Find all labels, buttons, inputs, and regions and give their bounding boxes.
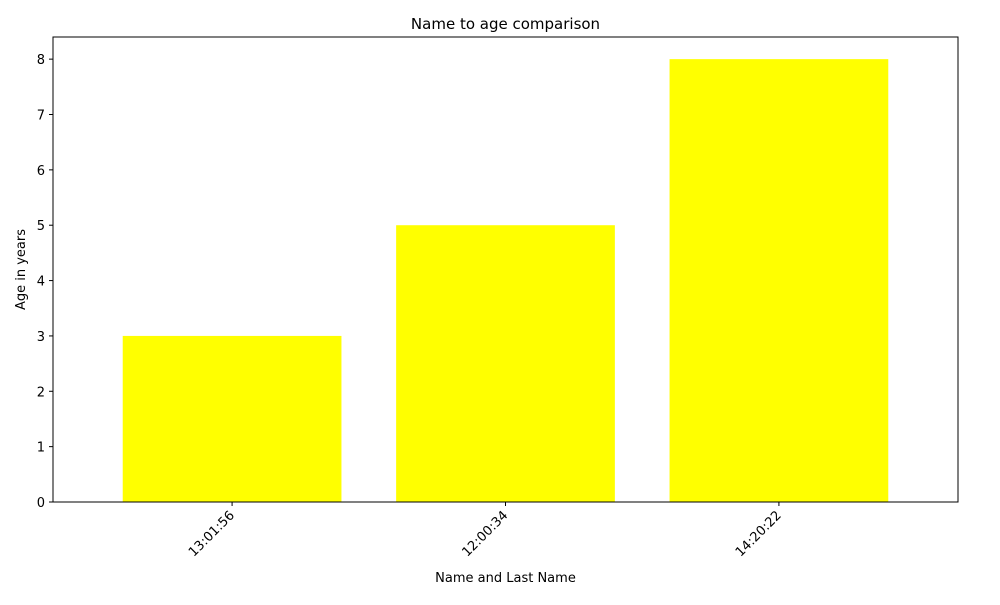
y-axis-label: Age in years xyxy=(14,229,29,310)
x-tick-label: 12:00:34 xyxy=(459,508,511,560)
y-tick-label: 0 xyxy=(37,496,45,511)
bars-layer xyxy=(122,59,889,503)
bar-13:01:56 xyxy=(122,335,342,502)
x-tick-label: 13:01:56 xyxy=(186,508,238,560)
y-axis-ticks: 0 1 2 3 4 5 6 7 8 xyxy=(37,53,53,511)
y-tick-label: 4 xyxy=(37,275,45,290)
x-tick-label: 14:20:22 xyxy=(733,508,785,560)
y-tick-label: 2 xyxy=(37,385,45,400)
plot-frame xyxy=(52,36,959,503)
y-tick-label: 7 xyxy=(37,109,45,124)
y-tick-label: 8 xyxy=(37,53,45,68)
bar-14:20:22 xyxy=(669,59,889,503)
y-tick-label: 3 xyxy=(37,330,45,345)
y-tick-label: 5 xyxy=(37,219,45,234)
x-axis-ticks: 13:01:56 12:00:34 14:20:22 xyxy=(186,502,785,560)
x-axis-label: Name and Last Name xyxy=(435,571,576,586)
chart-title: Name to age comparison xyxy=(411,15,600,33)
y-tick-label: 1 xyxy=(37,441,45,456)
bar-12:00:34 xyxy=(396,225,615,502)
y-tick-label: 6 xyxy=(37,164,45,179)
